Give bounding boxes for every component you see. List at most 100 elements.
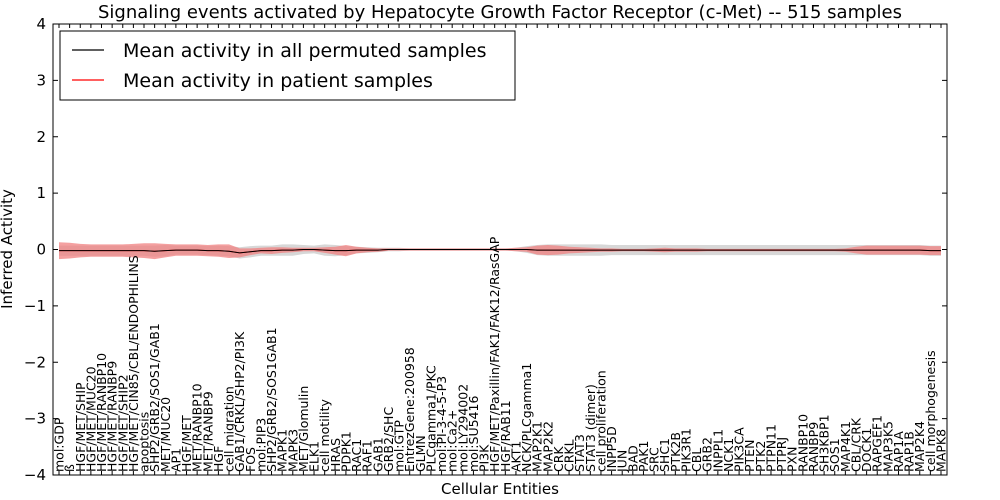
x-tick-label: DOCK1 (859, 428, 874, 472)
x-tick-label: mol:SU5416 (466, 396, 481, 472)
x-tick-label: PTK2B (668, 432, 683, 472)
y-tick-label: −1 (24, 297, 46, 315)
y-tick-label: −3 (24, 410, 46, 428)
x-tick-label: HGF/MET (179, 415, 194, 472)
x-tick-label: HGF/MET/MUC20 (83, 366, 98, 472)
x-tick-label: HRAS (328, 438, 343, 472)
x-tick-label: AKT1 (508, 441, 523, 472)
x-tick-label: MAP2K4 (912, 421, 927, 472)
x-tick-label: SHP2/GRB2/SOS1/GAB1 (147, 323, 162, 472)
x-tick-label: HGF/MET/RANBP9 (105, 361, 120, 472)
category-labels: mol:GDPßHGF/MET/SHIPHGF/MET/MUC20HGF/MET… (52, 236, 949, 473)
x-tick-label: PAK1 (636, 441, 651, 472)
x-tick-label: CBL (689, 448, 704, 472)
x-tick-label: RAP1A (891, 431, 906, 472)
x-tick-label: HGF/MET/SHIP2 (115, 374, 130, 472)
y-tick-label: 4 (36, 15, 46, 33)
x-tick-label: JUN (615, 450, 630, 473)
x-tick-label: GAB1/CRKL/SHP2/PI3K (232, 331, 247, 472)
x-tick-label: SH3KBP1 (817, 414, 832, 472)
legend-entry-patient: Mean activity in patient samples (123, 70, 433, 92)
x-tick-label: INPP5D (604, 426, 619, 472)
x-tick-label: GRB2 (700, 437, 715, 472)
y-axis-label: Inferred Activity (0, 189, 16, 309)
x-tick-label: MAPK1 (275, 429, 290, 472)
x-tick-label: PTK2 (753, 441, 768, 472)
x-tick-label: BAD (625, 445, 640, 472)
x-tick-label: HGF/RAB11 (498, 400, 513, 472)
x-tick-label: RANBP10 (795, 414, 810, 472)
series-lines (59, 249, 941, 254)
confidence-bands (59, 242, 941, 260)
x-tick-label: MAPK8 (934, 429, 949, 472)
x-tick-label: GAB1 (370, 437, 385, 472)
x-tick-label: apoptosis (137, 412, 152, 472)
series-line-permuted (59, 249, 941, 254)
x-tick-label: PTEN (742, 440, 757, 472)
x-tick-label: mol:Ca2+ (445, 410, 460, 472)
x-tick-label: CRK (551, 446, 566, 472)
legend-box (59, 30, 516, 101)
x-tick-label: INPPL1 (710, 429, 725, 472)
x-tick-label: STAT3 (572, 434, 587, 472)
x-tick-label: MET/MUC20 (158, 397, 173, 472)
y-tick-label: −2 (24, 353, 46, 371)
x-tick-label: mol:GTP (392, 420, 407, 472)
x-tick-label: MET/Glomulin (296, 386, 311, 472)
x-tick-label: MET/RANBP9 (200, 391, 215, 472)
x-tick-label: MAP2K1 (530, 421, 545, 472)
x-tick-label: PXN (785, 447, 800, 472)
x-tick-label: mol:PIP3 (253, 418, 268, 472)
x-tick-label: MAP3K5 (880, 421, 895, 472)
x-tick-label: MAP2K2 (540, 421, 555, 472)
x-tick-label: CBL/CRK (849, 417, 864, 472)
x-tick-label: HGF/MET/RANBP10 (94, 353, 109, 472)
x-tick-label: cell motility (317, 398, 332, 472)
x-tick-label: mol:GDP (52, 417, 67, 472)
y-tick-label: 3 (36, 71, 46, 89)
x-tick-label: GLMN (413, 435, 428, 472)
y-tick-label: 2 (36, 128, 46, 146)
x-tick-label: GRB2/SHC (381, 407, 396, 472)
x-tick-label: SRC (647, 447, 662, 472)
plot-frame (52, 23, 948, 476)
x-ticks (58, 24, 942, 475)
x-tick-label: HGF/MET/CIN85/CBL/ENDOPHILINS (126, 255, 141, 472)
x-tick-label: FOS (243, 447, 258, 472)
x-tick-label: mol:PI-3-4-5-P3 (434, 376, 449, 472)
x-tick-label: PTPRJ (774, 437, 789, 472)
x-tick-label: MAPK3 (285, 429, 300, 472)
x-tick-label: PIK3CA (732, 427, 747, 472)
x-tick-label: SHC1 (657, 438, 672, 472)
x-tick-label: RAF1 (360, 440, 375, 472)
x-tick-label: RAP1B (902, 431, 917, 472)
x-tick-label: STAT3 (dimer) (583, 384, 598, 472)
x-tick-label: RANBP9 (806, 422, 821, 472)
x-tick-label: PI3K (477, 444, 492, 472)
x-tick-label: AP1 (168, 448, 183, 472)
x-tick-label: PTPN11 (764, 424, 779, 472)
legend-entry-permuted: Mean activity in all permuted samples (123, 40, 486, 62)
x-tick-label: RAC1 (349, 439, 364, 472)
x-tick-label: cell morphogenesis (923, 350, 938, 472)
x-tick-label: HGF (211, 446, 226, 472)
x-tick-label: SOS1 (827, 438, 842, 472)
x-tick-label: mol:LY294002 (455, 384, 470, 472)
x-tick-label: HGF/MET/Paxillin/FAK1/FAK12/RasGAP (487, 236, 502, 472)
x-axis-label: Cellular Entities (441, 480, 559, 498)
legend: Mean activity in all permuted samples Me… (59, 30, 516, 101)
x-tick-label: PDPK1 (338, 431, 353, 472)
y-tick-label: −4 (24, 466, 46, 484)
x-tick-label: EntrezGene:200958 (402, 347, 417, 472)
x-tick-label: cell migration (222, 386, 237, 472)
band-patient (59, 242, 941, 260)
x-tick-label: PLCgamma1/PKC (423, 365, 438, 472)
x-tick-label: SHP2/GRB2/SOS1GAB1 (264, 327, 279, 472)
chart-title: Signaling events activated by Hepatocyte… (98, 2, 902, 23)
y-tick-label: 1 (36, 184, 46, 202)
x-tick-label: ß (62, 464, 77, 472)
x-tick-label: MAP4K1 (838, 421, 853, 472)
x-tick-label: HGF/MET/SHIP (73, 382, 88, 472)
y-tick-label: 0 (36, 241, 46, 259)
